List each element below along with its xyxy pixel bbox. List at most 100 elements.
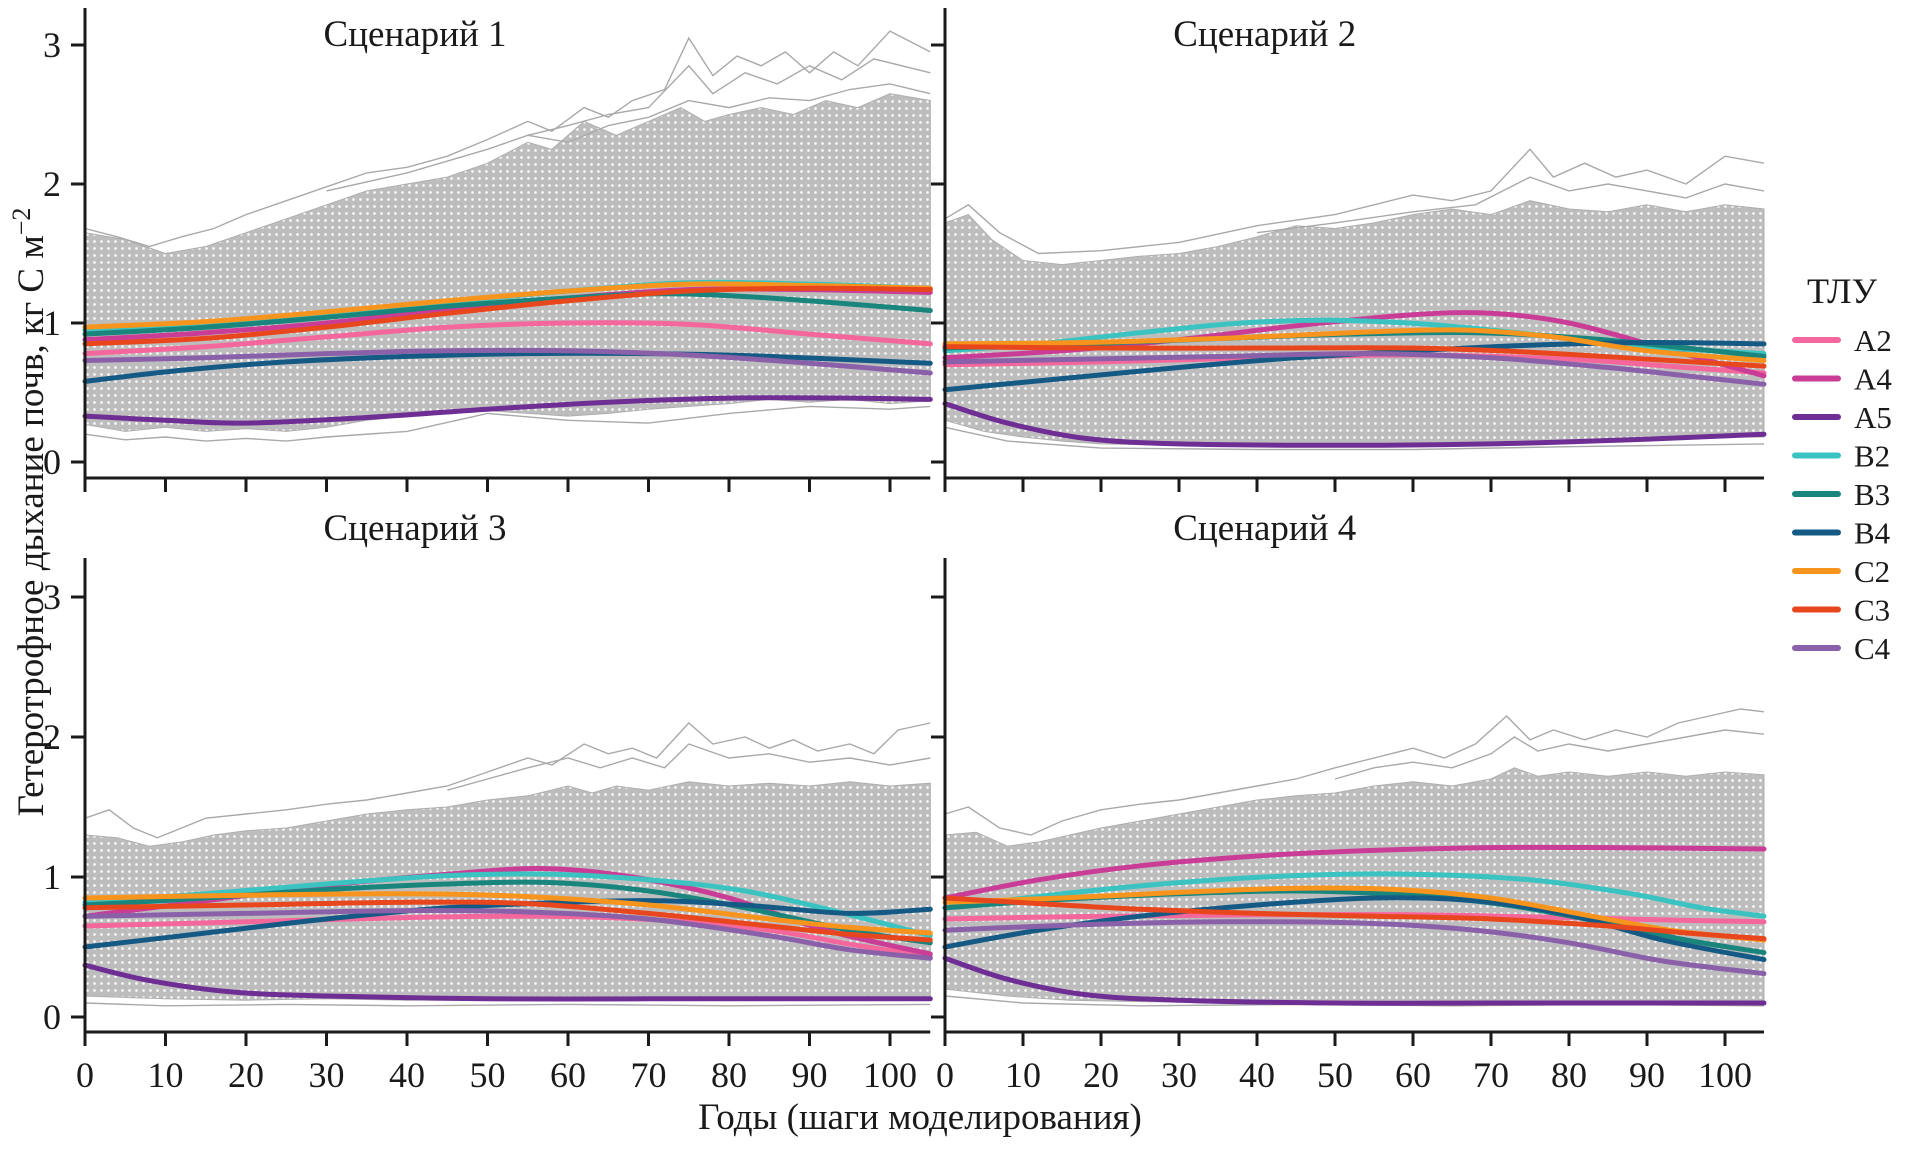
panel-title: Сценарий 4 (1173, 508, 1356, 549)
series-line-C3 (942, 344, 1767, 369)
scenario-panel-2: Сценарий 2 (931, 8, 1767, 492)
legend-item-label: B2 (1854, 439, 1890, 474)
x-tick-label: 70 (1473, 1055, 1509, 1095)
y-axis-label-exponent: −2 (6, 207, 36, 236)
x-tick-label: 80 (711, 1055, 747, 1095)
ensemble-envelope-line (447, 743, 931, 791)
uncertainty-band (944, 767, 1765, 1004)
series-line-A5 (942, 955, 1767, 1006)
ensemble-envelope-line (326, 58, 931, 192)
x-tick-label: 20 (228, 1055, 264, 1095)
legend-item-label: A2 (1854, 323, 1892, 358)
legend-item-C4: C4 (1792, 631, 1891, 666)
series-line-A5 (82, 395, 933, 426)
legend-item-label: A5 (1854, 400, 1892, 435)
ensemble-envelope-line (84, 722, 931, 839)
legend-item-B2: B2 (1792, 439, 1890, 474)
x-tick-label: 60 (550, 1055, 586, 1095)
x-tick-label: 40 (1239, 1055, 1275, 1095)
x-tick-label: 0 (76, 1055, 94, 1095)
series-line-C2 (942, 885, 1767, 943)
x-tick-label: 90 (1629, 1055, 1665, 1095)
ensemble-envelope-line (944, 426, 1765, 451)
legend-item-label: C2 (1854, 554, 1890, 589)
x-tick-label: 30 (309, 1055, 345, 1095)
panel-title: Сценарий 3 (324, 508, 507, 549)
x-tick-label: 50 (470, 1055, 506, 1095)
series-line-B2 (942, 871, 1767, 919)
x-tick-label: 10 (1005, 1055, 1041, 1095)
x-tick-label: 70 (631, 1055, 667, 1095)
legend-item-B3: B3 (1792, 477, 1890, 512)
series-line-B3 (82, 291, 933, 337)
scenario-panel-4: 0 10 20 30 40 50 60 70 80 90 100 Сценарий 4 (931, 508, 1767, 1095)
panel-title: Сценарий 2 (1173, 14, 1356, 55)
x-tick-label: 100 (863, 1055, 917, 1095)
x-tick-label: 50 (1317, 1055, 1353, 1095)
ensemble-envelope-line (84, 1002, 931, 1007)
y-tick-label: 0 (43, 997, 61, 1037)
legend-item-A4: A4 (1792, 362, 1892, 397)
legend-item-label: A4 (1854, 362, 1892, 397)
ensemble-envelope-line (944, 148, 1765, 255)
series-line-C3 (82, 285, 933, 347)
legend-item-label: B4 (1854, 516, 1891, 551)
ensemble-envelope-line (944, 708, 1765, 836)
y-tick-label: 1 (43, 857, 61, 897)
ensemble-envelope-line (84, 30, 931, 248)
x-tick-label: 30 (1161, 1055, 1197, 1095)
y-axis-label: Гетеротрофное дыхание почв, кг С м−2 (7, 208, 53, 817)
x-tick-label: 100 (1698, 1055, 1752, 1095)
series-line-C3 (82, 899, 933, 943)
series-line-C2 (82, 891, 933, 936)
x-tick-label: 60 (1395, 1055, 1431, 1095)
y-tick-label: 0 (43, 442, 61, 482)
ensemble-envelope-line (84, 405, 931, 442)
series-line-A5 (82, 962, 933, 1002)
series-line-A2 (82, 320, 933, 357)
series-line-C4 (82, 908, 933, 961)
scenario-panel-1: 0 1 2 3 Сценарий 1 (43, 8, 933, 492)
x-tick-label: 80 (1551, 1055, 1587, 1095)
legend-item-C3: C3 (1792, 593, 1890, 628)
x-axis-label: Годы (шаги моделирования) (698, 1097, 1142, 1138)
series-line-C4 (82, 347, 933, 376)
x-tick-label: 40 (389, 1055, 425, 1095)
legend-item-label: C3 (1854, 593, 1890, 628)
series-line-B4 (82, 350, 933, 384)
x-tick-label: 90 (792, 1055, 828, 1095)
legend-item-B4: B4 (1792, 516, 1891, 551)
legend-item-label: C4 (1854, 631, 1891, 666)
x-tick-label: 20 (1083, 1055, 1119, 1095)
y-tick-label: 2 (43, 717, 61, 757)
legend-item-A2: A2 (1792, 323, 1892, 358)
x-tick-label: 0 (936, 1055, 954, 1095)
uncertainty-band (84, 93, 931, 432)
panel-title: Сценарий 1 (324, 14, 507, 55)
series-line-A2 (82, 913, 933, 960)
legend-title: ТЛУ (1807, 271, 1878, 311)
series-line-A5 (942, 401, 1767, 448)
legend-item-label: B3 (1854, 477, 1890, 512)
ensemble-envelope-line (1334, 729, 1765, 780)
ensemble-envelope-line (1256, 176, 1765, 234)
series-line-C3 (942, 895, 1767, 942)
series-line-C2 (82, 281, 933, 330)
y-axis-label-text: Гетеротрофное дыхание почв, кг С м (11, 235, 53, 817)
series-line-B2 (82, 871, 933, 939)
ensemble-envelope-line (527, 83, 931, 144)
series-line-C4 (942, 351, 1767, 387)
y-tick-label: 2 (43, 164, 61, 204)
legend-item-C2: C2 (1792, 554, 1890, 589)
y-tick-label: 1 (43, 303, 61, 343)
series-line-A4 (942, 844, 1767, 901)
series-line-C4 (942, 919, 1767, 977)
legend-item-A5: A5 (1792, 400, 1892, 435)
series-line-C2 (942, 327, 1767, 363)
x-tick-label: 10 (148, 1055, 184, 1095)
